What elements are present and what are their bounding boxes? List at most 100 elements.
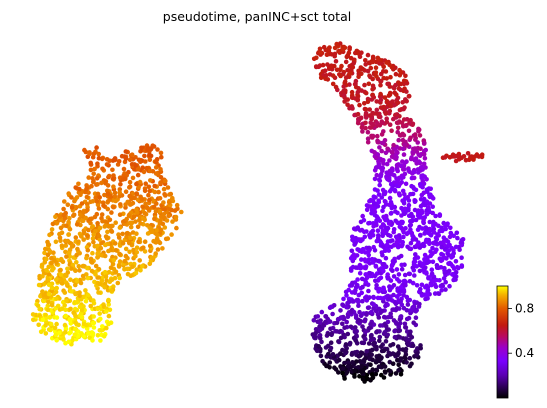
scatter-point [379, 344, 384, 349]
scatter-point [60, 306, 65, 311]
scatter-point [399, 285, 404, 290]
scatter-point [344, 75, 349, 80]
scatter-point [148, 157, 153, 162]
scatter-point [117, 190, 122, 195]
scatter-point [421, 173, 426, 178]
scatter-point [416, 129, 421, 134]
scatter-point [342, 93, 347, 98]
scatter-point [382, 192, 387, 197]
scatter-point [451, 152, 456, 157]
scatter-point [414, 264, 419, 269]
scatter-point [366, 130, 371, 135]
scatter-point [384, 324, 389, 329]
scatter-point [65, 239, 70, 244]
scatter-point [404, 159, 409, 164]
scatter-point [428, 249, 433, 254]
scatter-point [331, 326, 336, 331]
scatter-point [398, 108, 403, 113]
scatter-point [398, 321, 403, 326]
scatter-point [118, 225, 123, 230]
scatter-point [142, 154, 147, 159]
scatter-point [355, 97, 360, 102]
scatter-point [170, 196, 175, 201]
scatter-point [42, 293, 47, 298]
scatter-point [459, 255, 464, 260]
scatter-point [388, 343, 393, 348]
chart-title: pseudotime, panINC+sct total [163, 9, 351, 24]
scatter-point [356, 75, 361, 80]
scatter-point [370, 358, 375, 363]
scatter-point [354, 329, 359, 334]
scatter-point [100, 157, 105, 162]
scatter-point [160, 246, 165, 251]
scatter-point [430, 204, 435, 209]
scatter-point [383, 369, 388, 374]
scatter-point [402, 192, 407, 197]
scatter-point [83, 288, 88, 293]
scatter-point [367, 107, 372, 112]
scatter-point [457, 154, 462, 159]
scatter-point [89, 184, 94, 189]
scatter-point [70, 205, 75, 210]
scatter-point [63, 290, 68, 295]
scatter-point [120, 232, 125, 237]
scatter-point [341, 84, 346, 89]
scatter-point [375, 108, 380, 113]
scatter-point [88, 161, 93, 166]
scatter-point [89, 168, 94, 173]
scatter-point [364, 115, 369, 120]
scatter-point [405, 117, 410, 122]
scatter-point [105, 230, 110, 235]
scatter-point [419, 204, 424, 209]
scatter-point [117, 159, 122, 164]
scatter-point [377, 315, 382, 320]
scatter-point [334, 367, 339, 372]
scatter-point [377, 145, 382, 150]
scatter-point [106, 183, 111, 188]
scatter-point [368, 261, 373, 266]
scatter-point [454, 259, 459, 264]
scatter-point [375, 134, 380, 139]
scatter-point [91, 331, 96, 336]
scatter-point [390, 264, 395, 269]
scatter-point [417, 302, 422, 307]
scatter-point [370, 122, 375, 127]
scatter-point [163, 193, 168, 198]
scatter-point [449, 231, 454, 236]
scatter-point [408, 364, 413, 369]
scatter-point [413, 259, 418, 264]
scatter-point [378, 83, 383, 88]
scatter-point [414, 237, 419, 242]
scatter-point [70, 244, 75, 249]
scatter-point [54, 277, 59, 282]
scatter-point [147, 226, 152, 231]
scatter-point [412, 176, 417, 181]
scatter-point [84, 299, 89, 304]
scatter-point [106, 322, 111, 327]
scatter-point [399, 372, 404, 377]
scatter-point [407, 94, 412, 99]
scatter-point [385, 177, 390, 182]
scatter-point [420, 244, 425, 249]
scatter-point [329, 305, 334, 310]
scatter-point [407, 198, 412, 203]
scatter-point [355, 247, 360, 252]
scatter-point [433, 249, 438, 254]
scatter-point [96, 290, 101, 295]
scatter-point [393, 335, 398, 340]
scatter-point [363, 62, 368, 67]
scatter-point [400, 303, 405, 308]
scatter-point [155, 233, 160, 238]
scatter-point [44, 331, 49, 336]
scatter-point [396, 363, 401, 368]
scatter-point [69, 195, 74, 200]
scatter-point [360, 351, 365, 356]
scatter-point [62, 213, 67, 218]
scatter-point [342, 325, 347, 330]
scatter-point [174, 226, 179, 231]
scatter-point [350, 281, 355, 286]
scatter-point [113, 220, 118, 225]
scatter-point [110, 229, 115, 234]
scatter-point [385, 147, 390, 152]
scatter-point [324, 73, 329, 78]
